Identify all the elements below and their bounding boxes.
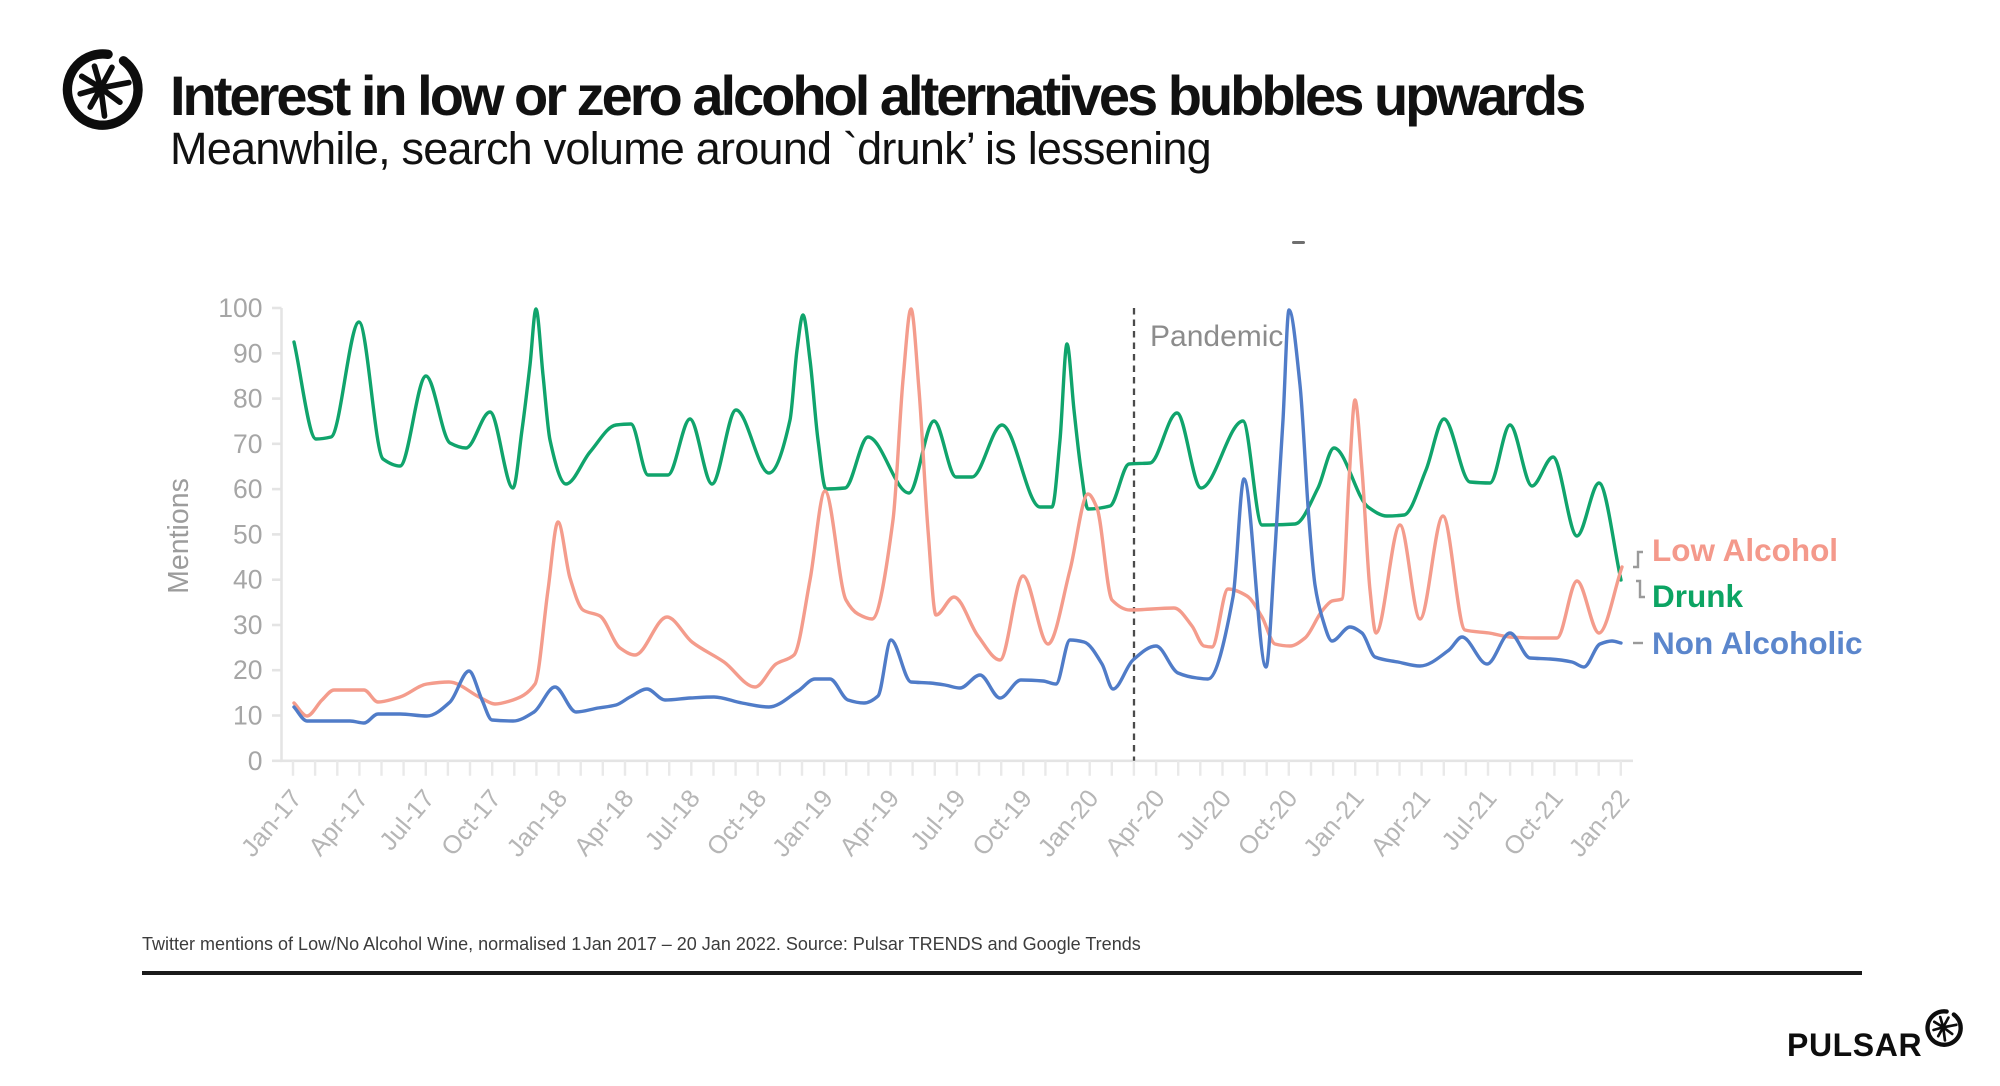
svg-text:50: 50 bbox=[233, 519, 262, 549]
svg-text:Pandemic: Pandemic bbox=[1150, 320, 1283, 353]
svg-text:Low Alcohol: Low Alcohol bbox=[1652, 532, 1838, 568]
svg-text:Mentions: Mentions bbox=[163, 478, 195, 594]
svg-text:Jan-17: Jan-17 bbox=[236, 785, 308, 863]
svg-text:60: 60 bbox=[233, 474, 262, 504]
svg-text:100: 100 bbox=[218, 293, 262, 323]
svg-text:Apr-21: Apr-21 bbox=[1366, 785, 1437, 862]
svg-text:Jul-21: Jul-21 bbox=[1437, 785, 1503, 856]
svg-text:Jan-22: Jan-22 bbox=[1564, 785, 1636, 863]
svg-text:40: 40 bbox=[233, 565, 262, 595]
svg-text:Oct-18: Oct-18 bbox=[702, 785, 773, 862]
svg-text:80: 80 bbox=[233, 384, 262, 414]
svg-text:Non Alcoholic: Non Alcoholic bbox=[1652, 625, 1863, 661]
svg-text:Apr-18: Apr-18 bbox=[569, 785, 640, 862]
svg-text:Oct-17: Oct-17 bbox=[436, 785, 507, 862]
svg-text:30: 30 bbox=[233, 610, 262, 640]
svg-text:Jul-17: Jul-17 bbox=[374, 785, 440, 856]
svg-text:Jan-19: Jan-19 bbox=[767, 785, 839, 863]
svg-text:Jan-21: Jan-21 bbox=[1298, 785, 1370, 863]
svg-text:Jul-18: Jul-18 bbox=[640, 785, 706, 856]
svg-text:Apr-20: Apr-20 bbox=[1100, 785, 1171, 862]
svg-text:90: 90 bbox=[233, 338, 262, 368]
svg-text:20: 20 bbox=[233, 655, 262, 685]
svg-text:Jul-19: Jul-19 bbox=[905, 785, 971, 856]
svg-text:Jan-20: Jan-20 bbox=[1033, 785, 1105, 863]
svg-text:Oct-21: Oct-21 bbox=[1498, 785, 1569, 862]
svg-text:Apr-19: Apr-19 bbox=[834, 785, 905, 862]
svg-text:0: 0 bbox=[248, 746, 263, 776]
svg-text:10: 10 bbox=[233, 701, 262, 731]
svg-text:Oct-20: Oct-20 bbox=[1233, 785, 1304, 862]
svg-text:Oct-19: Oct-19 bbox=[967, 785, 1038, 862]
svg-text:Drunk: Drunk bbox=[1652, 578, 1743, 614]
svg-text:Jul-20: Jul-20 bbox=[1171, 785, 1237, 856]
svg-text:Jan-18: Jan-18 bbox=[502, 785, 574, 863]
svg-text:Apr-17: Apr-17 bbox=[303, 785, 374, 862]
svg-text:70: 70 bbox=[233, 429, 262, 459]
